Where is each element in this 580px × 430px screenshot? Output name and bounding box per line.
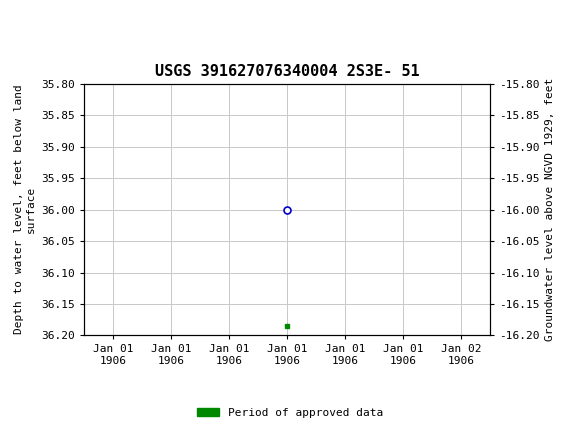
- Text: USGS: USGS: [35, 7, 90, 25]
- Text: ≡: ≡: [3, 2, 26, 30]
- Y-axis label: Groundwater level above NGVD 1929, feet: Groundwater level above NGVD 1929, feet: [545, 78, 555, 341]
- Y-axis label: Depth to water level, feet below land
surface: Depth to water level, feet below land su…: [14, 85, 36, 335]
- Legend: Period of approved data: Period of approved data: [193, 403, 387, 422]
- Title: USGS 391627076340004 2S3E- 51: USGS 391627076340004 2S3E- 51: [155, 64, 419, 79]
